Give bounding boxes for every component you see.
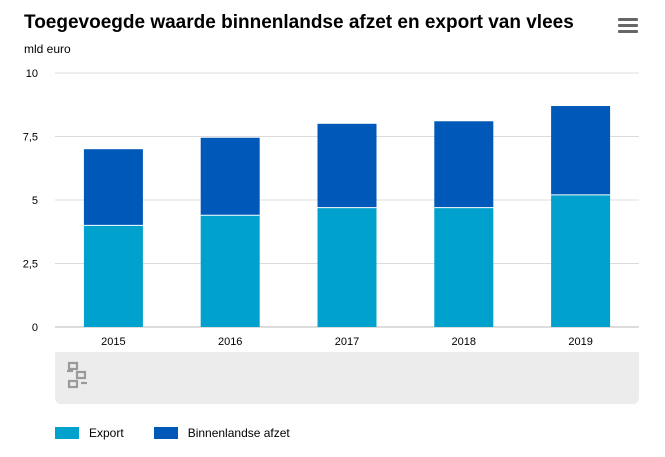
y-tick-label: 0: [32, 322, 38, 334]
chart-footer-band: [55, 352, 639, 404]
bar-binnenlandse-afzet-2019: [551, 106, 611, 195]
cbs-logo-icon: [67, 361, 87, 389]
y-tick-label: 10: [26, 68, 38, 80]
chart-title: Toegevoegde waarde binnenlandse afzet en…: [24, 12, 574, 33]
legend-swatch-export: [55, 427, 79, 439]
bar-export-2019: [551, 194, 611, 327]
legend-swatch-binnenlandse-afzet: [153, 427, 178, 439]
bar-binnenlandse-afzet-2016: [200, 137, 260, 216]
x-tick-label: 2015: [101, 336, 125, 348]
bar-export-2016: [200, 215, 260, 327]
legend-label-export: Export: [89, 426, 124, 440]
x-tick-label: 2019: [568, 336, 592, 348]
legend: Export Binnenlandse afzet: [55, 426, 320, 440]
y-tick-label: 2,5: [23, 259, 38, 271]
x-tick-label: 2016: [218, 336, 242, 348]
bar-export-2017: [317, 207, 377, 327]
y-tick-label: 7,5: [23, 132, 38, 144]
bar-binnenlandse-afzet-2018: [434, 121, 494, 208]
x-tick-label: 2018: [452, 336, 476, 348]
legend-item-binnenlandse-afzet[interactable]: Binnenlandse afzet: [153, 426, 290, 440]
y-tick-label: 5: [32, 195, 38, 207]
legend-label-binnenlandse-afzet: Binnenlandse afzet: [187, 426, 290, 440]
bar-binnenlandse-afzet-2015: [83, 149, 143, 226]
hamburger-menu-icon[interactable]: [618, 18, 638, 36]
bar-binnenlandse-afzet-2017: [317, 123, 377, 208]
unit-label: mld euro: [24, 42, 71, 56]
bar-export-2015: [83, 225, 143, 327]
bar-export-2018: [434, 207, 494, 327]
x-tick-label: 2017: [335, 336, 359, 348]
legend-item-export[interactable]: Export: [55, 426, 124, 440]
